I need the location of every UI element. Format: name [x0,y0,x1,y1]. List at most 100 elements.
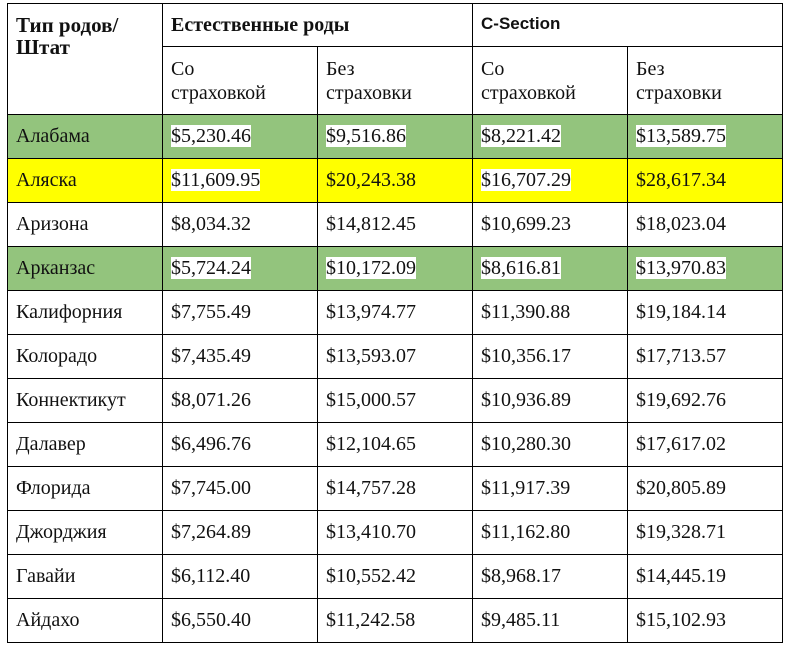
subheader-text: Без страховки [636,58,722,104]
table-row: Алабама $5,230.46 $9,516.86 $8,221.42 $13,58… [7,114,783,159]
cost-cell: $18,023.04 [627,202,783,247]
cost-value: $7,745.00 [171,477,251,499]
cost-value: $13,970.83 [636,257,726,279]
state-name: Флорида [16,477,91,499]
cost-value: $12,104.65 [326,433,416,455]
cost-cell: $11,609.95 [162,158,318,203]
cost-cell: $14,812.45 [317,202,473,247]
state-cell: Гавайи [7,554,163,599]
cost-cell: $19,692.76 [627,378,783,423]
cost-cell: $17,713.57 [627,334,783,379]
cost-cell: $10,280.30 [472,422,628,467]
cost-value: $6,496.76 [171,433,251,455]
state-name: Колорадо [16,345,98,367]
cost-cell: $28,617.34 [627,158,783,203]
cost-value: $14,757.28 [326,477,416,499]
state-name: Алабама [16,125,90,147]
cost-table: Тип родов/ Штат Естественные роды C-Sect… [7,3,783,643]
cost-value: $7,435.49 [171,345,251,367]
cost-cell: $10,936.89 [472,378,628,423]
cost-value: $11,242.58 [326,609,416,631]
table-row: Коннектикут $8,071.26 $15,000.57 $10,936.89… [7,378,783,423]
cost-cell: $7,435.49 [162,334,318,379]
cost-value: $16,707.29 [481,169,571,191]
state-name: Далавер [16,433,86,455]
cost-cell: $9,485.11 [472,598,628,643]
cost-cell: $11,390.88 [472,290,628,335]
cost-value: $9,516.86 [326,125,406,147]
cost-value: $10,699.23 [481,213,571,235]
cost-cell: $10,172.09 [317,246,473,291]
cost-value: $18,023.04 [636,213,726,235]
subheader: Без страховки [627,46,783,115]
state-cell: Коннектикут [7,378,163,423]
cost-value: $8,616.81 [481,257,561,279]
cost-cell: $5,724.24 [162,246,318,291]
state-name: Айдахо [16,609,80,631]
cost-cell: $20,805.89 [627,466,783,511]
corner-header: Тип родов/ Штат [7,3,163,115]
cost-cell: $15,102.93 [627,598,783,643]
state-cell: Калифорния [7,290,163,335]
table-row: Далавер $6,496.76 $12,104.65 $10,280.30 $17,… [7,422,783,467]
cost-cell: $17,617.02 [627,422,783,467]
cost-value: $20,805.89 [636,477,726,499]
state-cell: Джорджия [7,510,163,555]
cost-cell: $11,242.58 [317,598,473,643]
cost-cell: $12,104.65 [317,422,473,467]
cost-cell: $8,071.26 [162,378,318,423]
cost-value: $13,974.77 [326,301,416,323]
cost-value: $8,071.26 [171,389,251,411]
cost-cell: $10,356.17 [472,334,628,379]
cost-cell: $5,230.46 [162,114,318,159]
table-row: Айдахо $6,550.40 $11,242.58 $9,485.11 $15,10… [7,598,783,643]
cost-value: $20,243.38 [326,169,416,191]
cost-cell: $19,184.14 [627,290,783,335]
state-cell: Аляска [7,158,163,203]
cost-value: $13,589.75 [636,125,726,147]
cost-value: $10,356.17 [481,345,571,367]
cost-cell: $19,328.71 [627,510,783,555]
state-name: Калифорния [16,301,123,323]
state-cell: Арканзас [7,246,163,291]
cost-value: $14,445.19 [636,565,726,587]
cost-cell: $13,970.83 [627,246,783,291]
cost-cell: $10,699.23 [472,202,628,247]
cost-value: $19,184.14 [636,301,726,323]
cost-value: $17,713.57 [636,345,726,367]
cost-cell: $6,496.76 [162,422,318,467]
cost-value: $5,724.24 [171,257,251,279]
table-row: Аризона $8,034.32 $14,812.45 $10,699.23 $18,… [7,202,783,247]
cost-value: $19,328.71 [636,521,726,543]
cost-value: $14,812.45 [326,213,416,235]
state-cell: Алабама [7,114,163,159]
cost-cell: $8,616.81 [472,246,628,291]
group-header: C-Section [472,3,783,47]
table-row: Колорадо $7,435.49 $13,593.07 $10,356.17 $17… [7,334,783,379]
cost-value: $17,617.02 [636,433,726,455]
state-name: Джорджия [16,521,107,543]
table-row: Арканзас $5,724.24 $10,172.09 $8,616.81 $13,… [7,246,783,291]
state-cell: Флорида [7,466,163,511]
cost-cell: $8,221.42 [472,114,628,159]
subheader-text: Со страховкой [171,58,266,104]
subheader-text: Со страховкой [481,58,576,104]
state-cell: Далавер [7,422,163,467]
subheader: Со страховкой [472,46,628,115]
cost-value: $10,172.09 [326,257,416,279]
table-row: Флорида $7,745.00 $14,757.28 $11,917.39 $20,… [7,466,783,511]
state-cell: Колорадо [7,334,163,379]
state-name: Аляска [16,169,77,191]
cost-value: $8,221.42 [481,125,561,147]
state-name: Гавайи [16,565,76,587]
table-row: Аляска $11,609.95 $20,243.38 $16,707.29 $28,… [7,158,783,203]
cost-cell: $13,593.07 [317,334,473,379]
cost-value: $6,550.40 [171,609,251,631]
cost-cell: $11,917.39 [472,466,628,511]
cost-cell: $14,445.19 [627,554,783,599]
cost-value: $10,552.42 [326,565,416,587]
state-name: Арканзас [16,257,96,279]
cost-value: $7,755.49 [171,301,251,323]
cost-value: $15,000.57 [326,389,416,411]
state-name: Коннектикут [16,389,126,411]
